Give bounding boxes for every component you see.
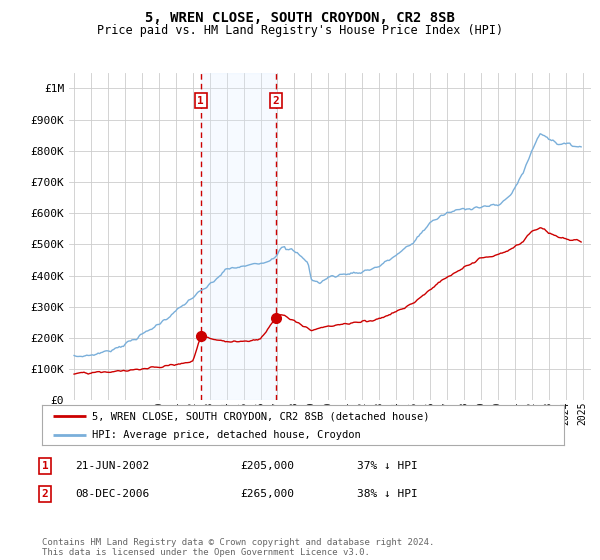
- Text: 5, WREN CLOSE, SOUTH CROYDON, CR2 8SB: 5, WREN CLOSE, SOUTH CROYDON, CR2 8SB: [145, 11, 455, 25]
- Text: Contains HM Land Registry data © Crown copyright and database right 2024.
This d: Contains HM Land Registry data © Crown c…: [42, 538, 434, 557]
- Text: 2: 2: [273, 96, 280, 106]
- Text: 38% ↓ HPI: 38% ↓ HPI: [357, 489, 418, 499]
- Text: 2: 2: [41, 489, 49, 499]
- Bar: [200, 73, 276, 400]
- Text: 1: 1: [197, 96, 204, 106]
- Text: 08-DEC-2006: 08-DEC-2006: [75, 489, 149, 499]
- Text: 5, WREN CLOSE, SOUTH CROYDON, CR2 8SB (detached house): 5, WREN CLOSE, SOUTH CROYDON, CR2 8SB (d…: [92, 411, 429, 421]
- Text: £265,000: £265,000: [240, 489, 294, 499]
- Text: Price paid vs. HM Land Registry's House Price Index (HPI): Price paid vs. HM Land Registry's House …: [97, 24, 503, 37]
- Text: HPI: Average price, detached house, Croydon: HPI: Average price, detached house, Croy…: [92, 430, 361, 440]
- Text: 21-JUN-2002: 21-JUN-2002: [75, 461, 149, 471]
- Text: £205,000: £205,000: [240, 461, 294, 471]
- Text: 1: 1: [41, 461, 49, 471]
- Text: 37% ↓ HPI: 37% ↓ HPI: [357, 461, 418, 471]
